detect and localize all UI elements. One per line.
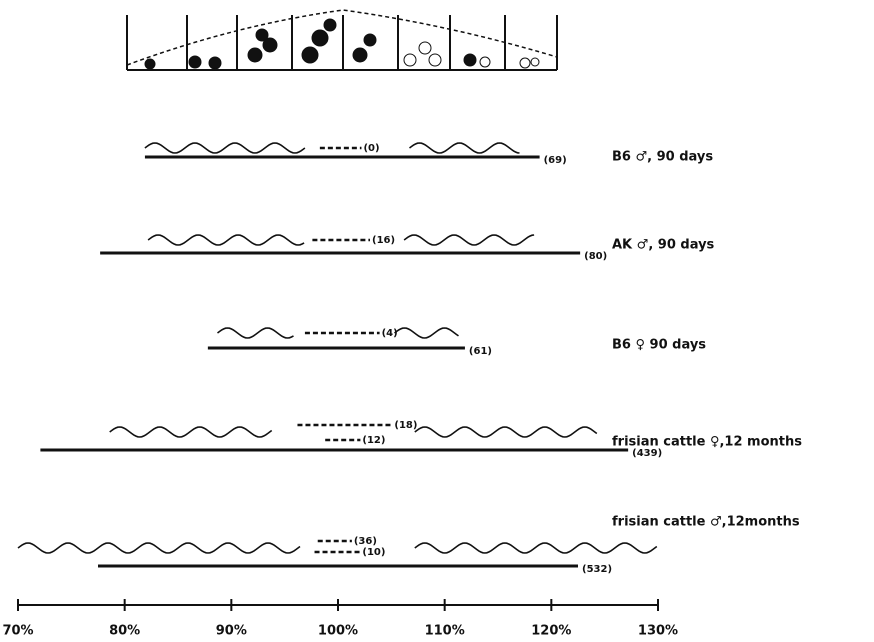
tick-label: 110% (425, 624, 465, 639)
wavy-range (403, 234, 535, 246)
row-label: B6 ♀ 90 days (612, 338, 706, 353)
wavy-range (414, 426, 598, 438)
wavy-range (17, 542, 301, 554)
dashed-count: (4) (382, 328, 398, 339)
tick-label: 130% (638, 624, 678, 639)
row-label: AK ♂, 90 days (612, 238, 715, 253)
row-label: frisian cattle ♂,12months (612, 515, 800, 530)
dashed-count: (12) (362, 435, 385, 446)
range-count: (69) (544, 155, 567, 166)
dashed-count: (16) (372, 235, 395, 246)
dashed-count: (10) (362, 547, 385, 558)
wavy-range (409, 142, 520, 154)
range-count: (80) (584, 251, 607, 262)
wavy-range (144, 142, 306, 154)
dashed-count: (18) (394, 420, 417, 431)
dashed-count: (36) (354, 536, 377, 547)
distribution-icon (126, 9, 558, 71)
wavy-range (414, 542, 658, 554)
dashed-count: (0) (363, 143, 379, 154)
wavy-range (147, 234, 305, 246)
wavy-range (394, 327, 459, 339)
wavy-range (109, 426, 273, 438)
row-label: B6 ♂, 90 days (612, 150, 713, 165)
row-label: frisian cattle ♀,12 months (612, 435, 802, 450)
tick-label: 120% (531, 624, 571, 639)
tick-label: 100% (318, 624, 358, 639)
wavy-range (217, 327, 294, 339)
range-count: (61) (469, 346, 492, 357)
tick-label: 90% (216, 624, 247, 639)
tick-label: 70% (2, 624, 33, 639)
range-count: (532) (582, 564, 612, 575)
range-count: (439) (632, 448, 662, 459)
tick-label: 80% (109, 624, 140, 639)
